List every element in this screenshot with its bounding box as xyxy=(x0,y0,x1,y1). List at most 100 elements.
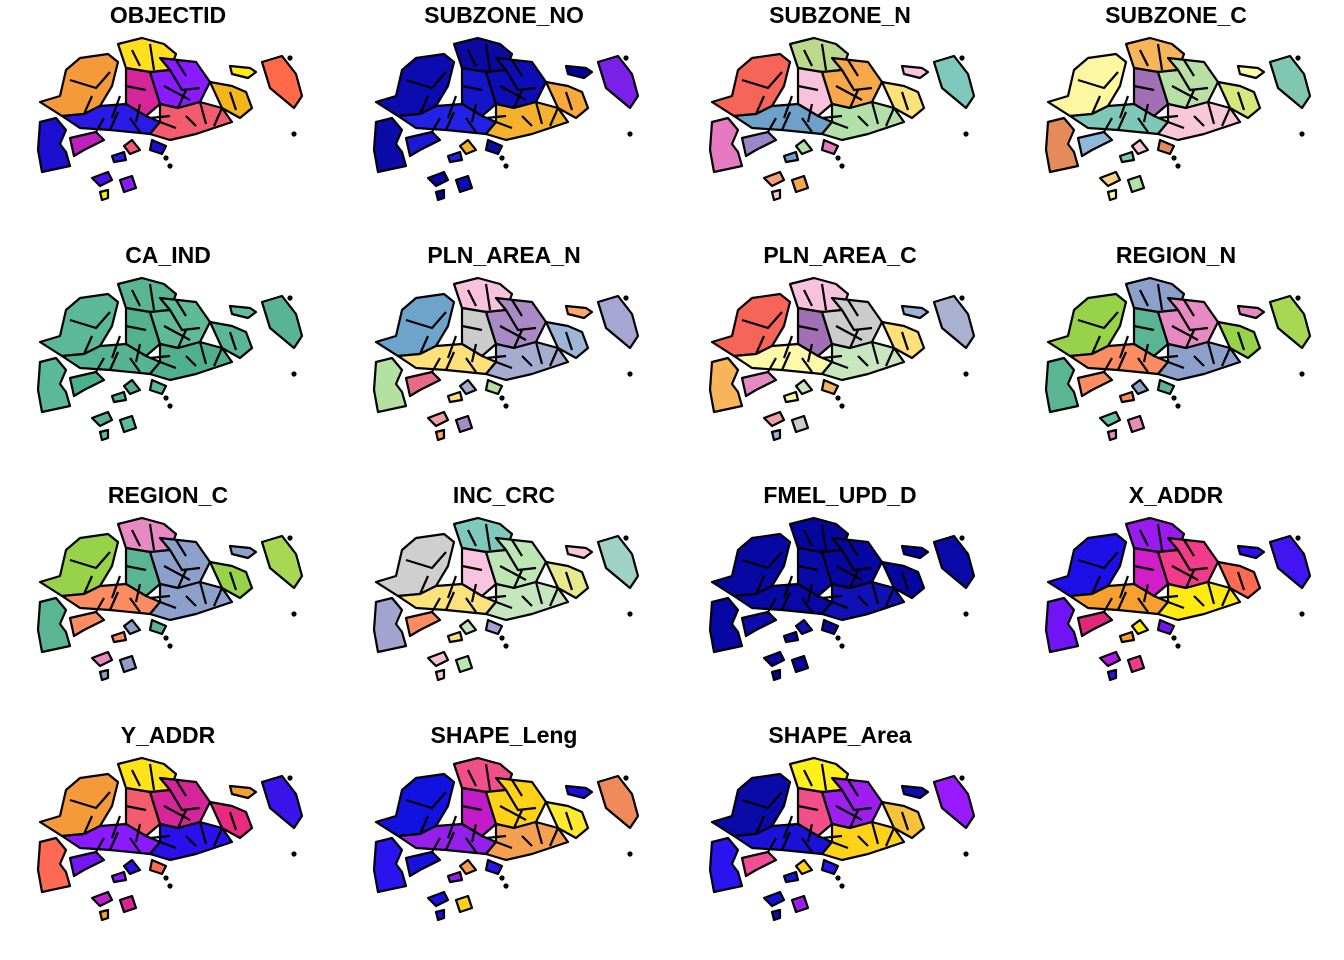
islet-dot xyxy=(499,395,505,401)
subzone-boundary xyxy=(534,581,544,605)
region-polygon xyxy=(1076,610,1114,638)
island-polygon xyxy=(110,390,128,404)
islet-dot xyxy=(499,635,505,641)
panel-title: REGION_C xyxy=(107,482,229,508)
subzone-boundary xyxy=(431,597,441,613)
region-polygon xyxy=(228,64,258,80)
islet-dot xyxy=(623,295,629,301)
islet-dot xyxy=(503,883,509,889)
subzone-boundary xyxy=(857,595,869,607)
region-polygon xyxy=(404,610,442,638)
island-polygon xyxy=(110,630,128,644)
subzone-boundary xyxy=(228,811,238,831)
subzone-boundary xyxy=(1090,575,1102,595)
island-polygon xyxy=(1106,428,1118,442)
region-polygon xyxy=(1044,116,1080,174)
subzone-boundary xyxy=(163,565,191,581)
subzone-boundary xyxy=(1183,59,1195,77)
region-polygon xyxy=(228,304,258,320)
subzone-boundary xyxy=(548,587,560,607)
subzone-boundary xyxy=(521,595,533,607)
subzone-boundary xyxy=(870,101,880,125)
islet-dot xyxy=(1295,535,1301,541)
islet-dot xyxy=(1171,395,1177,401)
subzone-boundary xyxy=(835,805,863,821)
subzone-boundary xyxy=(1118,335,1130,359)
subzone-boundary xyxy=(134,583,142,603)
region-polygon xyxy=(90,890,114,908)
island-polygon xyxy=(434,428,446,442)
subzone-boundary xyxy=(110,575,122,599)
subzone-boundary xyxy=(176,569,188,589)
subzone-boundary xyxy=(470,583,478,603)
subzone-boundary xyxy=(198,101,208,125)
map-panel: REGION_C xyxy=(0,480,336,720)
region-polygon xyxy=(260,534,304,590)
region-polygon xyxy=(564,784,594,800)
region-polygon xyxy=(762,650,786,668)
subzone-boundary xyxy=(801,597,813,613)
subzone-boundary xyxy=(534,341,544,365)
subzone-boundary xyxy=(169,309,201,332)
subzone-boundary xyxy=(484,283,492,311)
island-polygon xyxy=(446,390,464,404)
subzone-boundary xyxy=(803,529,813,547)
subzone-boundary xyxy=(1206,341,1216,365)
subzone-boundary xyxy=(1193,115,1205,127)
subzone-boundary xyxy=(69,71,111,90)
subzone-boundary xyxy=(129,837,141,853)
island-polygon xyxy=(434,188,446,202)
island-polygon xyxy=(434,668,446,682)
subzone-boundary xyxy=(1171,325,1199,341)
islet-dot xyxy=(959,535,965,541)
region-polygon xyxy=(36,836,72,894)
subzone-boundary xyxy=(446,95,458,119)
subzone-boundary xyxy=(212,587,224,607)
subzone-boundary xyxy=(431,837,441,853)
subzone-boundary xyxy=(782,95,794,119)
choropleth-map xyxy=(1044,276,1312,442)
subzone-boundary xyxy=(405,71,447,90)
choropleth-map xyxy=(708,516,976,682)
island-polygon xyxy=(1130,618,1150,636)
region-polygon xyxy=(260,54,304,110)
subzone-boundary xyxy=(1133,564,1155,572)
subzone-boundary xyxy=(1193,595,1205,607)
region-polygon xyxy=(90,650,114,668)
subzone-boundary xyxy=(95,597,105,613)
subzone-boundary xyxy=(820,283,828,311)
subzone-boundary xyxy=(534,821,544,845)
island-polygon xyxy=(1156,378,1176,396)
island-polygon xyxy=(148,138,168,156)
map-panel: SHAPE_Leng xyxy=(336,720,672,960)
island-polygon xyxy=(1106,668,1118,682)
subzone-boundary xyxy=(485,354,507,360)
choropleth-map xyxy=(708,756,976,922)
subzone-boundary xyxy=(495,600,513,610)
region-polygon xyxy=(564,304,594,320)
region-polygon xyxy=(426,410,450,428)
island-polygon xyxy=(122,138,142,156)
islet-dot xyxy=(291,371,297,377)
island-polygon xyxy=(110,870,128,884)
island-polygon xyxy=(782,390,800,404)
region-polygon xyxy=(932,534,976,590)
subzone-boundary xyxy=(228,331,238,351)
subzone-boundary xyxy=(1156,523,1164,551)
islet-dot xyxy=(627,131,633,137)
region-polygon xyxy=(564,544,594,560)
subzone-boundary xyxy=(1139,289,1149,307)
region-polygon xyxy=(900,304,930,320)
subzone-boundary xyxy=(159,840,177,850)
subzone-boundary xyxy=(461,324,483,332)
subzone-boundary xyxy=(548,347,560,367)
subzone-boundary xyxy=(797,564,819,572)
subzone-boundary xyxy=(884,827,896,847)
island-polygon xyxy=(118,894,138,914)
island-polygon xyxy=(458,378,478,396)
subzone-boundary xyxy=(431,117,441,133)
subzone-boundary xyxy=(741,551,783,570)
islet-dot xyxy=(623,55,629,61)
subzone-boundary xyxy=(1139,49,1149,67)
subzone-boundary xyxy=(1137,117,1149,133)
